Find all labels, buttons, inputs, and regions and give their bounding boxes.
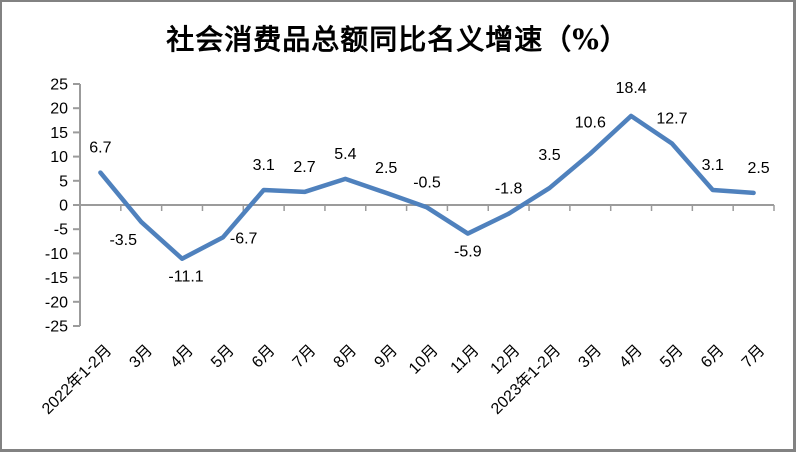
y-tick-label: 20 — [50, 101, 68, 118]
x-category-label: 9月 — [371, 342, 401, 372]
data-label: 12.7 — [656, 111, 687, 128]
y-tick-label: 25 — [50, 77, 68, 94]
data-label: 3.1 — [702, 157, 724, 174]
data-label: 2.7 — [293, 159, 315, 176]
data-label: 5.4 — [334, 146, 356, 163]
y-tick-label: 0 — [59, 198, 68, 215]
x-category-label: 5月 — [657, 342, 687, 372]
x-category-label: 7月 — [739, 342, 769, 372]
x-category-label: 4月 — [167, 342, 197, 372]
x-category-label: 8月 — [331, 342, 361, 372]
y-tick-label: 5 — [59, 173, 68, 190]
x-category-label: 2022年1-2月 — [38, 341, 115, 418]
data-label: 18.4 — [616, 80, 647, 97]
data-label: -0.5 — [413, 174, 441, 191]
y-tick-label: -10 — [45, 246, 68, 263]
data-label: 3.1 — [253, 157, 275, 174]
y-tick-label: 15 — [50, 125, 68, 142]
x-category-label: 2023年1-2月 — [487, 341, 564, 418]
x-category-label: 11月 — [448, 342, 483, 377]
x-category-label: 3月 — [126, 342, 156, 372]
data-label: -11.1 — [168, 269, 203, 286]
x-category-label: 6月 — [698, 342, 728, 372]
data-label: 2.5 — [747, 160, 769, 177]
data-label: 2.5 — [375, 160, 397, 177]
x-category-label: 6月 — [249, 342, 279, 372]
y-tick-label: -15 — [45, 270, 68, 287]
series-line — [98, 113, 756, 261]
x-category-label: 7月 — [290, 342, 320, 372]
y-tick-label: -25 — [45, 319, 68, 336]
y-tick-label: 10 — [50, 149, 68, 166]
x-category-label: 12月 — [488, 342, 524, 378]
data-label: -6.7 — [230, 230, 258, 247]
data-label: -5.9 — [454, 244, 482, 261]
data-label: -1.8 — [495, 181, 523, 198]
y-tick-label: -20 — [45, 294, 68, 311]
x-category-label: 3月 — [575, 342, 605, 372]
x-category-label: 10月 — [406, 342, 442, 378]
data-label: -3.5 — [109, 232, 137, 249]
y-tick-label: -5 — [54, 222, 68, 239]
data-label: 10.6 — [575, 115, 606, 132]
chart-title: 社会消费品总额同比名义增速（%） — [166, 23, 629, 56]
data-label: 3.5 — [538, 147, 560, 164]
x-category-label: 4月 — [616, 342, 646, 372]
data-label: 6.7 — [89, 140, 111, 157]
x-category-label: 5月 — [208, 342, 238, 372]
